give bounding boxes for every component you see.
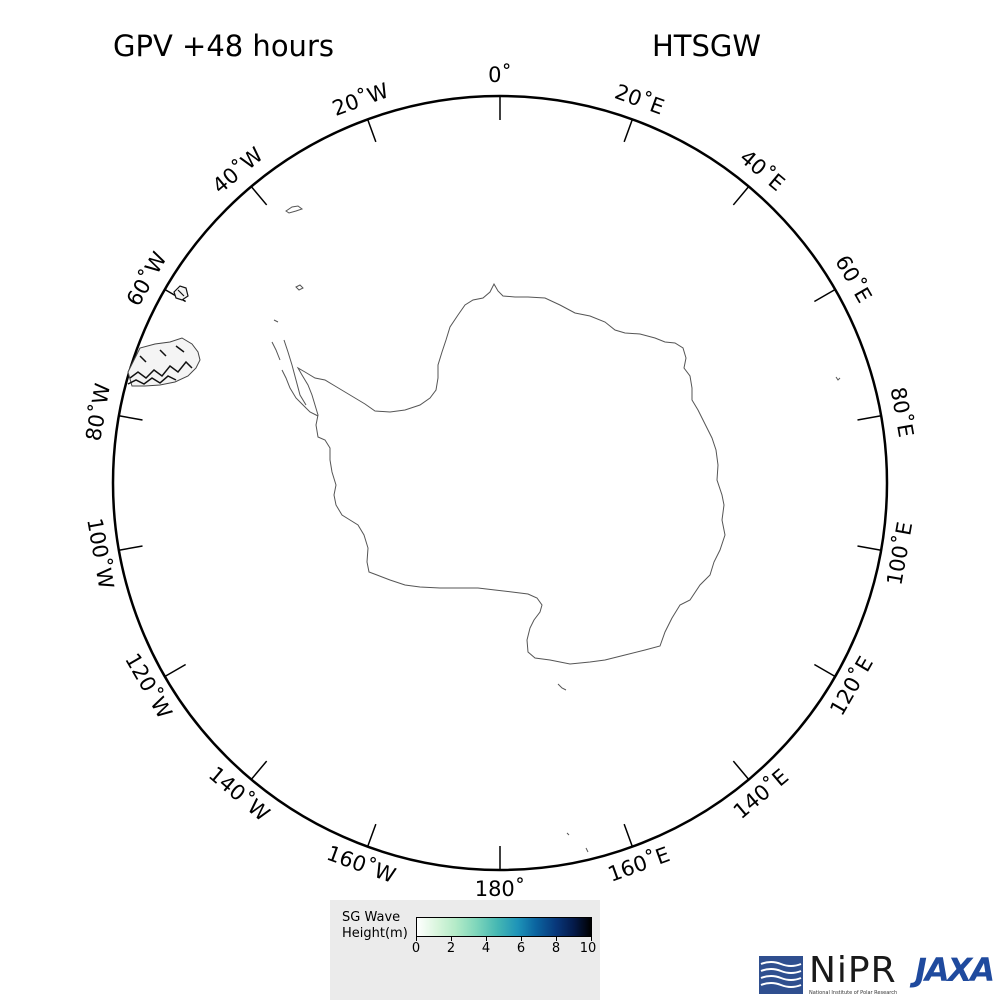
longitude-label: 140˚E xyxy=(729,764,793,823)
longitude-label: 120˚W xyxy=(120,649,177,723)
longitude-tick xyxy=(366,119,377,143)
south-orkney-island xyxy=(295,284,304,291)
longitude-tick xyxy=(623,119,634,143)
colorbar-tick-label: 2 xyxy=(446,941,456,956)
legend-title: SG Wave Height(m) xyxy=(342,910,408,942)
longitude-tick xyxy=(732,186,750,206)
nipr-logo-icon xyxy=(759,956,803,994)
longitude-label: 180˚ xyxy=(475,877,526,901)
colorbar-tick xyxy=(556,937,557,941)
longitude-tick xyxy=(164,663,187,678)
longitude-label: 140˚W xyxy=(204,762,274,826)
longitude-tick xyxy=(813,288,836,303)
colorbar-tick-label: 4 xyxy=(481,941,491,956)
map-title-left: GPV +48 hours xyxy=(113,29,334,63)
colorbar-tick xyxy=(521,937,522,941)
south-shetland-islands xyxy=(271,319,307,406)
longitude-label: 60˚E xyxy=(830,251,876,307)
colorbar-tick xyxy=(486,937,487,941)
colorbar-tick xyxy=(416,937,417,941)
longitude-tick xyxy=(118,415,143,421)
macquarie-island xyxy=(585,847,589,853)
falkland-islands xyxy=(173,285,189,301)
longitude-label: 100˚W xyxy=(82,516,118,591)
longitude-ticks xyxy=(118,96,882,870)
longitude-tick xyxy=(732,760,750,780)
colorbar-tick xyxy=(451,937,452,941)
logo-area: NiPR National Institute of Polar Researc… xyxy=(757,950,997,998)
high-wave-area xyxy=(127,345,193,385)
longitude-label: 160˚W xyxy=(324,841,399,888)
colorbar-tick xyxy=(591,937,592,941)
colorbar-tick-label: 6 xyxy=(516,941,526,956)
map-frame-circle xyxy=(111,94,889,872)
longitude-label: 80˚E xyxy=(886,385,918,439)
colorbar xyxy=(416,917,592,937)
jaxa-logo: JAXA xyxy=(915,951,995,989)
longitude-tick xyxy=(857,415,882,421)
longitude-labels: 0˚ 20˚E 40˚E 60˚E 80˚E 100˚E 120˚E 140˚E 160˚E 18… xyxy=(81,63,918,901)
longitude-label: 120˚E xyxy=(825,652,878,719)
longitude-tick xyxy=(250,186,268,206)
longitude-tick xyxy=(366,823,377,847)
longitude-tick xyxy=(118,545,143,551)
longitude-label: 80˚W xyxy=(81,381,115,443)
longitude-label: 0˚ xyxy=(488,63,512,87)
nipr-logo-subtitle: National Institute of Polar Research xyxy=(809,990,898,996)
campbell-island xyxy=(566,832,570,836)
longitude-label: 100˚E xyxy=(882,520,917,587)
antarctica-coastline xyxy=(296,282,726,665)
longitude-tick xyxy=(857,545,882,551)
longitude-tick xyxy=(250,760,268,780)
south-georgia-island xyxy=(285,205,304,214)
longitude-label: 40˚E xyxy=(735,145,789,196)
colorbar-tick-label: 10 xyxy=(579,941,597,956)
kerguelen-island xyxy=(835,376,841,381)
longitude-tick xyxy=(813,663,836,678)
longitude-label: 40˚W xyxy=(208,142,268,198)
peninsula-islands xyxy=(281,369,319,417)
colorbar-tick-label: 0 xyxy=(411,941,421,956)
color-legend: SG Wave Height(m) 0 2 4 6 8 10 xyxy=(330,900,600,1000)
longitude-label: 60˚W xyxy=(122,248,172,310)
legend-title-line1: SG Wave xyxy=(342,910,401,925)
longitude-label: 20˚E xyxy=(612,80,668,120)
nipr-logo-text: NiPR xyxy=(809,950,897,991)
legend-title-line2: Height(m) xyxy=(342,926,408,941)
colorbar-tick-label: 8 xyxy=(551,941,561,956)
ross-sea-island xyxy=(557,683,567,691)
longitude-label: 160˚E xyxy=(605,842,673,886)
map-title-right: HTSGW xyxy=(652,29,762,63)
longitude-tick xyxy=(623,823,634,847)
